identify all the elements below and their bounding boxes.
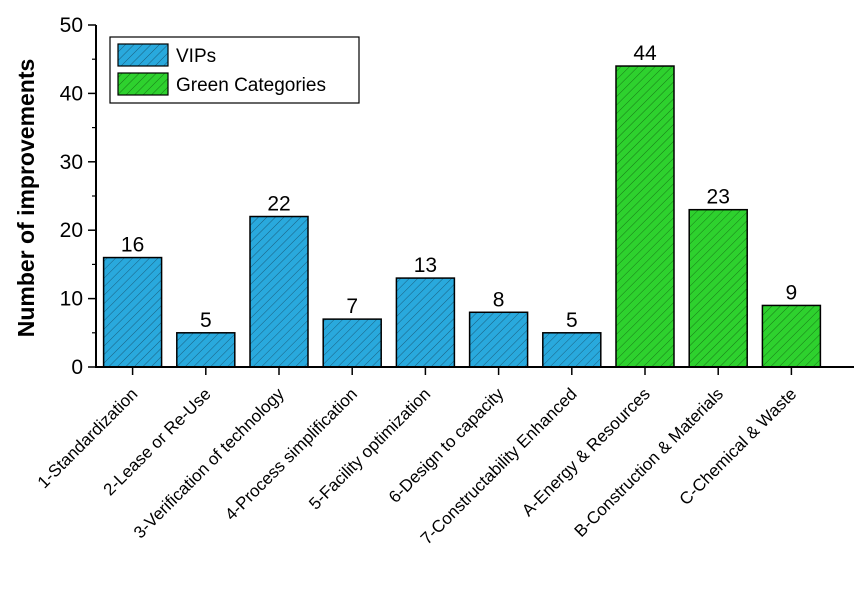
bar-value-label: 9 bbox=[786, 281, 798, 304]
y-tick-label: 50 bbox=[60, 14, 83, 37]
bar bbox=[102, 256, 163, 368]
y-tick-label: 30 bbox=[60, 151, 83, 174]
bar-value-label: 13 bbox=[414, 254, 437, 277]
y-axis-label: Number of improvements bbox=[13, 59, 39, 338]
bar bbox=[761, 304, 822, 368]
bar-value-label: 5 bbox=[566, 309, 578, 332]
y-tick-label: 10 bbox=[60, 288, 83, 311]
x-tick-label: 5-Facility optimization bbox=[305, 384, 434, 513]
x-tick-label: 4-Process simplification bbox=[221, 384, 361, 524]
bar-value-label: 16 bbox=[121, 234, 144, 257]
legend-swatch bbox=[117, 72, 169, 96]
x-tick-label: A-Energy & Resources bbox=[518, 384, 654, 520]
bar bbox=[615, 65, 675, 368]
legend-label: VIPs bbox=[176, 46, 216, 67]
bar-value-label: 44 bbox=[633, 42, 657, 65]
legend-swatch bbox=[117, 43, 169, 67]
x-tick-label: 7-Constructability Enhanced bbox=[417, 384, 581, 548]
bar bbox=[395, 277, 456, 368]
bar bbox=[542, 332, 602, 368]
bar bbox=[176, 332, 236, 368]
y-tick-label: 40 bbox=[60, 82, 83, 105]
bar bbox=[688, 208, 748, 368]
legend: VIPs Green Categories bbox=[109, 36, 360, 104]
bars-layer: 16 5 22 7 13 8 5 44 23 9 bbox=[102, 42, 822, 368]
bar bbox=[468, 311, 529, 368]
bar-value-label: 22 bbox=[267, 193, 290, 216]
x-tick-label: 3-Verification of technology bbox=[130, 384, 288, 542]
bar bbox=[322, 318, 382, 368]
y-tick-label: 0 bbox=[71, 356, 83, 379]
x-tick-label: B-Construction & Materials bbox=[571, 384, 727, 540]
bar-value-label: 7 bbox=[346, 295, 358, 318]
y-tick-label: 20 bbox=[60, 219, 83, 242]
bar-value-label: 5 bbox=[200, 309, 212, 332]
bar-value-label: 23 bbox=[707, 186, 730, 209]
bar-value-label: 8 bbox=[493, 288, 505, 311]
legend-label: Green Categories bbox=[176, 75, 326, 96]
bar bbox=[249, 215, 309, 368]
